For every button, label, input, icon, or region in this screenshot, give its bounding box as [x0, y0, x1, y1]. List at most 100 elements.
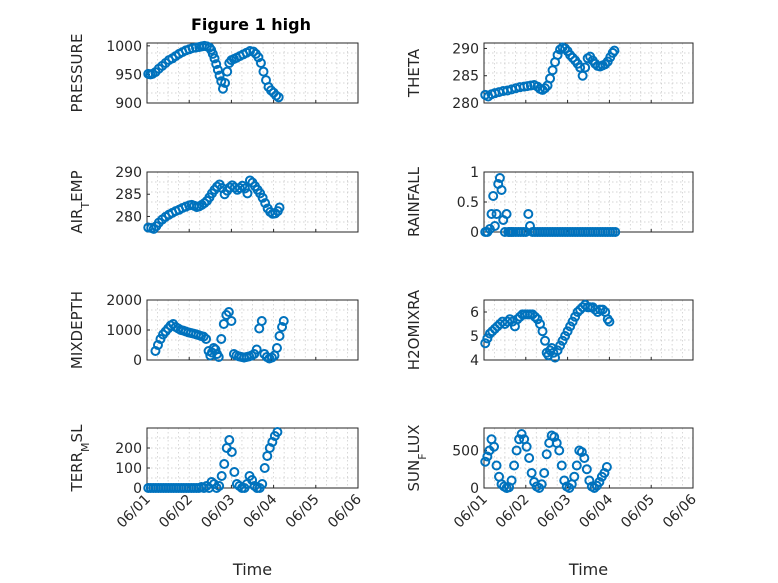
data-point	[266, 352, 277, 363]
x-axis-label: Time	[232, 560, 272, 579]
data-point	[562, 326, 573, 337]
data-point	[604, 316, 615, 327]
y-axis-label-main: MIXDEPTH	[68, 291, 86, 369]
y-tick-label: 1	[470, 165, 479, 181]
data-point	[251, 344, 262, 355]
data-point	[224, 435, 235, 445]
axes-frame	[146, 171, 359, 233]
data-point	[556, 460, 567, 471]
data-point	[526, 468, 537, 478]
data-point	[242, 188, 253, 199]
y-tick-label: 1000	[106, 39, 142, 55]
data-point	[223, 307, 234, 317]
y-axis-label: MIXDEPTH	[68, 291, 86, 369]
y-axis-label: PRESSURE	[68, 34, 86, 113]
data-point	[491, 460, 502, 471]
y-tick-label: 0.5	[457, 195, 479, 211]
data-point	[514, 434, 525, 445]
y-tick-label: 4	[470, 353, 479, 369]
data-point	[260, 198, 271, 209]
data-point	[278, 316, 289, 326]
data-point	[237, 180, 248, 191]
y-axis-label-rest: SL	[68, 424, 86, 443]
data-point	[209, 53, 220, 64]
axes-pressure: 900 950 1000 PRESSURE	[68, 34, 359, 113]
y-tick-label: 100	[115, 461, 142, 477]
y-axis-label: AIRTEMP	[68, 170, 92, 233]
y-tick-label: 290	[452, 41, 479, 57]
y-axis-label-sub: T	[79, 202, 92, 210]
data-point	[271, 343, 282, 353]
y-axis-label-rest: LUX	[405, 425, 423, 454]
data-point	[272, 427, 283, 437]
data-point	[258, 66, 269, 77]
data-point	[482, 451, 493, 462]
axes-air-temp: 280 285 290 AIRTEMP	[68, 165, 359, 234]
data-point	[213, 352, 224, 362]
y-tick-label: 285	[115, 187, 142, 203]
y-tick-label: 950	[115, 67, 142, 83]
y-tick-label: 0	[133, 353, 142, 369]
x-axis-label: Time	[568, 560, 608, 579]
data-point	[212, 64, 223, 75]
x-tick-label: 06/06	[660, 491, 700, 531]
y-tick-label: 200	[115, 441, 142, 457]
data-point	[565, 50, 576, 60]
data-point	[540, 335, 551, 346]
data-point	[486, 209, 497, 219]
data-point	[536, 479, 547, 490]
data-point	[509, 460, 520, 471]
x-tick-label: 06/02	[156, 492, 196, 532]
data-point	[580, 62, 591, 73]
data-point	[222, 66, 233, 77]
y-axis-label: TERRMSL	[68, 424, 92, 493]
data-point	[257, 192, 268, 203]
y-axis-label: H2OMIXRA	[405, 289, 423, 370]
data-point	[229, 467, 240, 477]
data-point	[552, 50, 563, 60]
data-point	[577, 70, 588, 81]
data-point	[552, 345, 563, 356]
data-point	[253, 52, 264, 63]
data-point	[491, 209, 502, 219]
data-point	[571, 460, 582, 471]
data-point	[496, 185, 507, 195]
data-point	[554, 445, 565, 456]
data-point	[217, 83, 228, 94]
y-axis-label-main: THETA	[405, 48, 423, 98]
axes-frame	[483, 299, 694, 361]
data-point	[244, 175, 255, 186]
data-point	[257, 479, 268, 489]
data-point	[521, 441, 532, 452]
y-axis-label-rest: EMP	[68, 170, 86, 201]
data-point	[570, 311, 581, 322]
axes-mixdepth: 0 1000 2000 MIXDEPTH	[68, 291, 359, 369]
data-point	[516, 429, 527, 439]
data-point	[489, 441, 500, 452]
data-point	[274, 202, 285, 213]
y-tick-label: 0	[133, 481, 142, 497]
data-point	[502, 316, 513, 327]
x-tick-label: 06/02	[493, 492, 533, 532]
data-point	[266, 85, 277, 96]
data-point	[480, 456, 491, 467]
data-point	[207, 48, 218, 59]
data-point	[539, 468, 550, 478]
data-point	[488, 191, 499, 201]
x-tick-label: 06/04	[576, 491, 616, 531]
y-tick-label: 290	[115, 165, 142, 181]
data-point	[220, 78, 231, 88]
data-point	[560, 43, 571, 54]
x-tick-label: 06/05	[283, 492, 323, 532]
data-point	[214, 70, 225, 81]
data-point	[597, 304, 608, 315]
data-point	[581, 464, 592, 475]
data-point	[506, 475, 517, 486]
data-point	[601, 462, 612, 472]
data-point	[560, 331, 571, 341]
data-point	[523, 209, 534, 219]
data-point	[212, 181, 223, 192]
data-point	[239, 183, 250, 194]
y-tick-label: 0	[470, 225, 479, 241]
